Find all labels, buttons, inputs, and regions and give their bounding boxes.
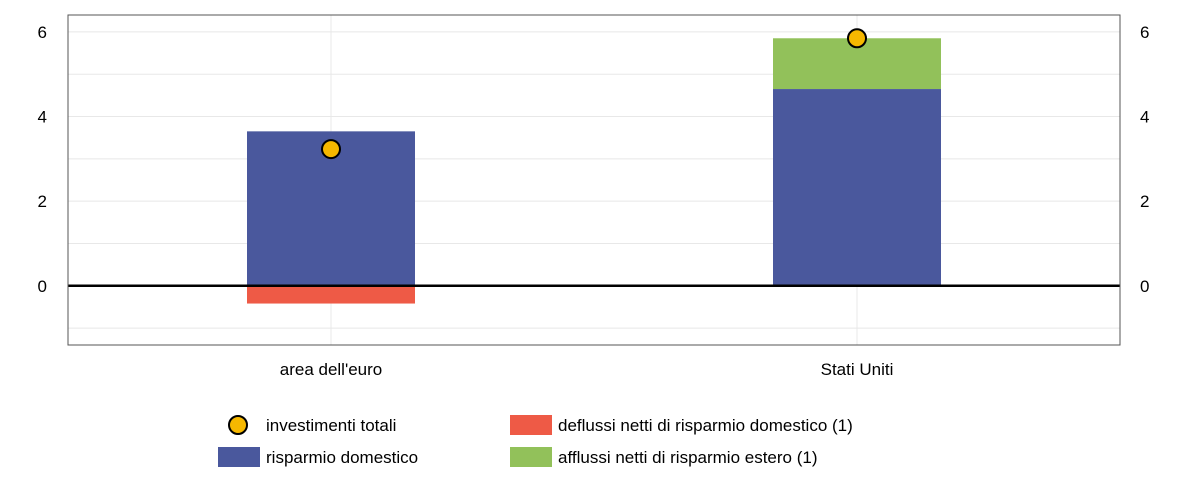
y-tick-label-left: 4 bbox=[38, 108, 47, 127]
plot-area bbox=[68, 15, 1120, 345]
legend-marker-swatch bbox=[228, 415, 248, 435]
y-tick-label-right: 6 bbox=[1140, 23, 1149, 42]
plot-frame bbox=[67, 14, 1121, 346]
y-tick-label-left: 2 bbox=[38, 192, 47, 211]
bar-segment bbox=[773, 89, 941, 286]
x-tick-label: area dell'euro bbox=[280, 360, 382, 379]
marker-point bbox=[847, 28, 867, 49]
y-tick-label-right: 4 bbox=[1140, 108, 1149, 127]
legend-label: risparmio domestico bbox=[266, 448, 418, 467]
legend-bar-swatch bbox=[510, 447, 552, 467]
y-tick-label-right: 2 bbox=[1140, 192, 1149, 211]
x-axis: area dell'euro Stati Uniti bbox=[280, 360, 894, 379]
y-axis-left: 0 2 4 6 bbox=[38, 23, 47, 296]
legend-bar-swatch bbox=[510, 415, 552, 435]
legend-label: deflussi netti di risparmio domestico (1… bbox=[558, 416, 853, 435]
y-tick-label-right: 0 bbox=[1140, 277, 1149, 296]
legend-label: afflussi netti di risparmio estero (1) bbox=[558, 448, 818, 467]
marker-point bbox=[321, 139, 341, 160]
y-tick-label-left: 0 bbox=[38, 277, 47, 296]
legend-label: investimenti totali bbox=[266, 416, 396, 435]
markers bbox=[321, 28, 867, 160]
y-tick-label-left: 6 bbox=[38, 23, 47, 42]
x-tick-label: Stati Uniti bbox=[821, 360, 894, 379]
legend: investimenti totali risparmio domestico de… bbox=[218, 415, 853, 467]
bar-segment bbox=[247, 285, 415, 304]
legend-bar-swatch bbox=[218, 447, 260, 467]
y-axis-right: 0 2 4 6 bbox=[1140, 23, 1149, 296]
